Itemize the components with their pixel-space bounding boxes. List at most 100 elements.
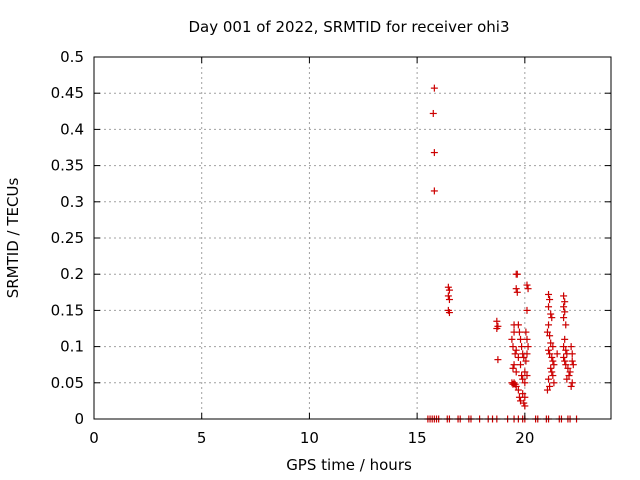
data-point	[560, 353, 568, 361]
y-tick-label: 0.05	[51, 374, 84, 392]
data-point	[561, 298, 569, 306]
data-point	[494, 356, 502, 364]
data-point	[568, 379, 576, 387]
data-point	[430, 149, 438, 157]
data-point	[546, 296, 554, 304]
data-point	[549, 357, 557, 365]
data-point	[515, 328, 523, 336]
data-point	[545, 321, 553, 329]
data-point	[550, 379, 558, 387]
y-tick-label: 0	[74, 410, 84, 428]
data-point	[567, 382, 575, 390]
data-point	[524, 343, 532, 351]
data-point	[522, 357, 530, 365]
data-point	[445, 286, 453, 294]
data-point	[512, 285, 520, 293]
data-points	[424, 84, 581, 423]
data-point	[565, 372, 573, 380]
data-point	[546, 382, 554, 390]
data-point	[545, 290, 553, 298]
data-point	[547, 310, 555, 318]
data-point	[514, 386, 522, 394]
data-point	[561, 357, 569, 365]
data-point	[548, 353, 556, 361]
y-tick-label: 0.4	[60, 120, 84, 138]
x-tick-labels: 0 5 10 15 20	[89, 429, 534, 447]
data-point	[546, 332, 554, 340]
data-point	[545, 303, 553, 311]
data-point	[560, 292, 568, 300]
data-point	[568, 357, 576, 365]
data-point	[522, 328, 530, 336]
data-point	[430, 187, 438, 195]
data-point	[521, 393, 529, 401]
data-point	[568, 350, 576, 358]
data-point	[562, 321, 570, 329]
data-point	[564, 364, 572, 372]
data-point	[513, 270, 521, 278]
data-point	[518, 343, 526, 351]
data-point	[560, 314, 568, 322]
data-point	[520, 399, 528, 407]
x-tick-label: 5	[197, 429, 207, 447]
y-tick-label: 0.15	[51, 301, 84, 319]
x-tick-label: 15	[408, 429, 427, 447]
y-tick-label: 0.45	[51, 84, 84, 102]
data-point	[493, 317, 501, 325]
data-point	[550, 361, 558, 369]
data-point	[519, 375, 527, 383]
data-point	[511, 350, 519, 358]
data-point	[545, 346, 553, 354]
data-point	[553, 350, 561, 358]
grid	[94, 57, 611, 419]
data-point	[445, 309, 453, 317]
x-axis-label: GPS time / hours	[286, 456, 412, 474]
y-axis-label: SRMTID / TECUs	[4, 178, 22, 299]
data-point	[508, 335, 516, 343]
data-point	[543, 386, 551, 394]
data-point	[547, 364, 555, 372]
data-point	[549, 343, 557, 351]
data-point	[560, 343, 568, 351]
data-point	[430, 84, 438, 92]
data-point	[545, 375, 553, 383]
data-point	[429, 109, 437, 117]
data-point	[517, 335, 525, 343]
x-tick-label: 10	[300, 429, 319, 447]
data-point	[521, 379, 529, 387]
data-point	[444, 292, 452, 300]
data-point	[560, 303, 568, 311]
data-point	[514, 321, 522, 329]
data-point	[561, 335, 569, 343]
data-point	[562, 361, 570, 369]
data-point	[543, 328, 551, 336]
data-point	[523, 281, 531, 289]
data-point	[509, 364, 517, 372]
data-point	[549, 372, 557, 380]
data-point	[567, 343, 575, 351]
data-point	[547, 339, 555, 347]
data-point	[548, 368, 556, 376]
data-point	[445, 296, 453, 304]
y-tick-label: 0.1	[60, 338, 84, 356]
data-point	[523, 335, 531, 343]
data-point	[509, 380, 517, 388]
plot-frame	[93, 56, 612, 420]
data-point	[512, 346, 520, 354]
data-point	[514, 353, 522, 361]
data-point	[510, 361, 518, 369]
y-tick-label: 0.2	[60, 265, 84, 283]
data-point	[521, 368, 529, 376]
data-point	[493, 325, 501, 332]
data-point	[562, 346, 570, 354]
y-tick-label: 0.3	[60, 193, 84, 211]
data-point	[509, 343, 517, 351]
y-tick-labels: 0 0.05 0.1 0.15 0.2 0.25 0.3 0.35 0.4 0.45 0.5	[51, 48, 84, 428]
data-point	[523, 350, 531, 358]
data-point	[512, 368, 520, 376]
data-point	[513, 288, 521, 296]
data-point	[517, 361, 525, 369]
data-point	[523, 306, 531, 314]
y-tick-label: 0.35	[51, 157, 84, 175]
